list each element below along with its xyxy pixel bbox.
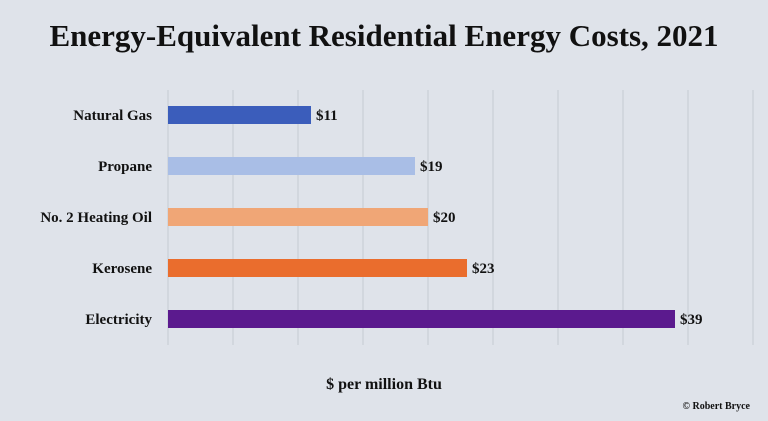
- value-label: $39: [680, 312, 703, 328]
- bars: [168, 106, 675, 328]
- chart-title: Energy-Equivalent Residential Energy Cos…: [49, 18, 719, 53]
- value-label: $23: [472, 261, 495, 277]
- bar-no-2-heating-oil: [168, 208, 428, 226]
- credit-text: © Robert Bryce: [682, 401, 750, 412]
- category-label: Electricity: [85, 312, 152, 328]
- value-label: $11: [316, 108, 338, 124]
- category-label: Natural Gas: [73, 108, 152, 124]
- value-label: $19: [420, 159, 443, 175]
- bar-natural-gas: [168, 106, 311, 124]
- bar-propane: [168, 157, 415, 175]
- value-label: $20: [433, 210, 456, 226]
- category-label: Propane: [98, 159, 152, 175]
- bar-electricity: [168, 310, 675, 328]
- category-labels: Natural Gas Propane No. 2 Heating Oil Keros…: [40, 108, 152, 328]
- category-label: No. 2 Heating Oil: [40, 210, 152, 226]
- x-axis-label: $ per million Btu: [326, 376, 442, 393]
- bar-kerosene: [168, 259, 467, 277]
- value-labels: $11 $19 $20 $23 $39: [316, 108, 703, 328]
- category-label: Kerosene: [92, 261, 152, 277]
